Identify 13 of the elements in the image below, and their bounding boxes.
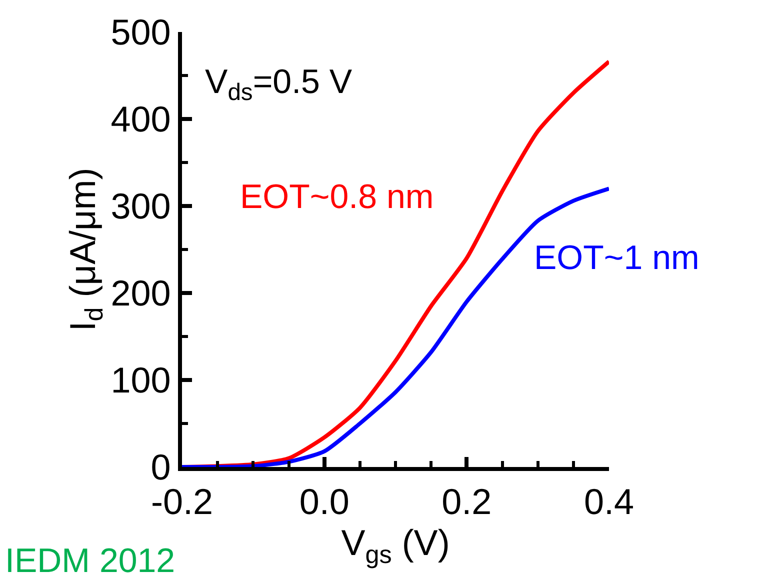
annotation: V$_{ds}$=0.5 V — [205, 63, 352, 106]
y-tick-label: 300 — [110, 186, 171, 227]
y-tick-label: 400 — [110, 98, 171, 140]
x-tick-label: 0.4 — [584, 481, 634, 522]
x-tick-label: 0.0 — [299, 481, 350, 522]
series-label: EOT~0.8 nm — [240, 178, 434, 216]
x-tick-label: 0.2 — [442, 481, 492, 522]
x-axis-title: V$_{gs}$ (V) — [341, 522, 450, 569]
y-tick-label: 500 — [110, 12, 171, 53]
y-tick-label: 200 — [110, 272, 171, 314]
text: IEDM 2012 — [5, 542, 176, 580]
y-tick-label: 100 — [110, 360, 171, 401]
series-label: EOT~1 nm — [534, 239, 700, 277]
